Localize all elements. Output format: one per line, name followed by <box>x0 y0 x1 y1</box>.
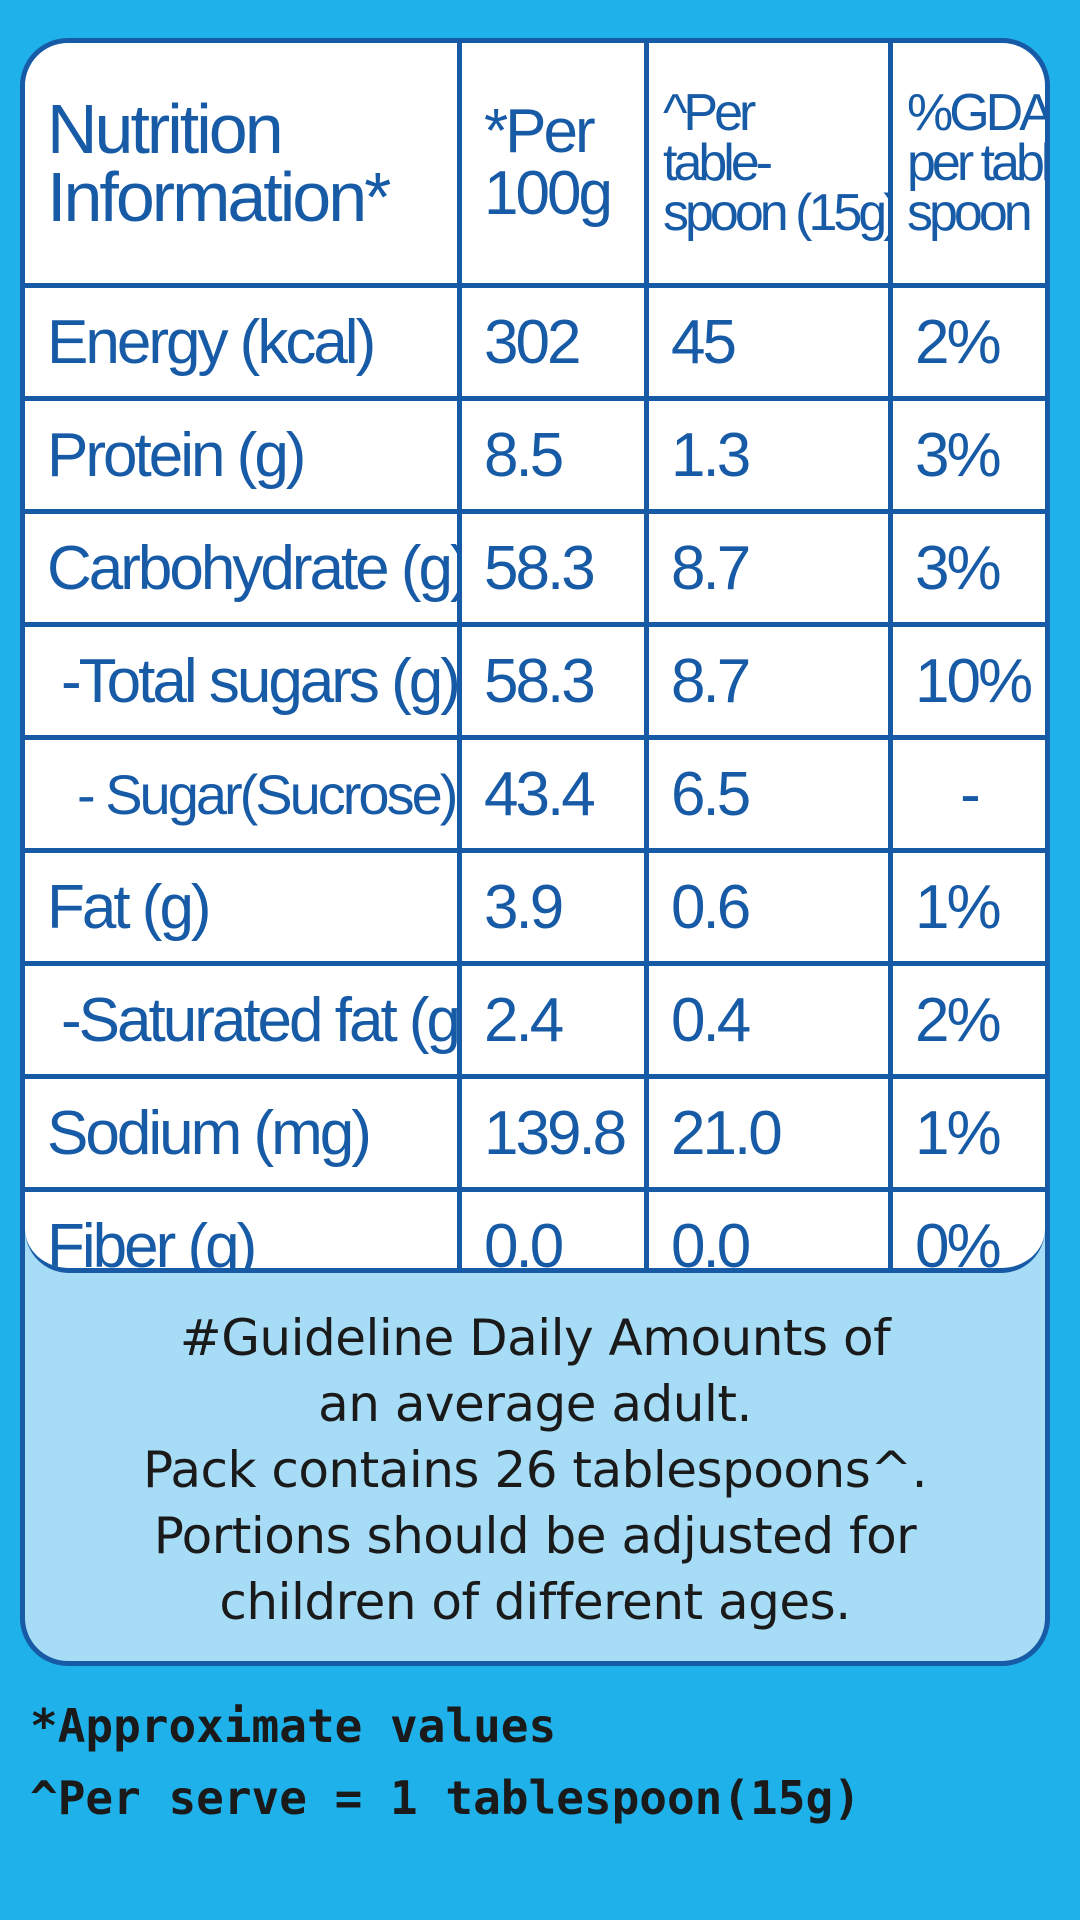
nutrient-label: -Total sugars (g) <box>25 622 462 740</box>
header-line: %GDA# <box>907 87 1045 139</box>
nutrient-label: Fiber (g) <box>25 1187 462 1268</box>
nutrient-label: -Saturated fat (g) <box>25 961 462 1079</box>
header-line: spoon <box>907 184 1033 242</box>
nutrient-label: Sodium (mg) <box>25 1074 462 1192</box>
table-row: -Total sugars (g) 58.3 8.7 10% <box>25 622 1045 740</box>
header-line: per table- <box>907 134 1045 192</box>
footnote-approximate: *Approximate values <box>30 1699 557 1753</box>
header-gda: %GDA# per table- spoon <box>888 43 1045 288</box>
value-gda: 2% <box>888 283 1045 401</box>
value-per-100g: 58.3 <box>457 509 649 627</box>
value-per-100g: 3.9 <box>457 848 649 966</box>
value-per-tablespoon: 0.6 <box>644 848 893 966</box>
header-per-tablespoon: ^Per table- spoon (15g) <box>644 43 893 288</box>
header-line: Information* <box>47 158 391 236</box>
value-gda: - <box>888 735 1045 853</box>
nutrition-table: Nutrition Information* *Per 100g ^Per ta… <box>25 43 1045 1268</box>
nutrient-label: Fat (g) <box>25 848 462 966</box>
table-row: Fiber (g) 0.0 0.0 0% <box>25 1187 1045 1268</box>
table-row: - Sugar(Sucrose)(g) 43.4 6.5 - <box>25 735 1045 853</box>
note-line: an average adult. <box>318 1375 752 1433</box>
header-line: spoon (15g) <box>663 184 891 242</box>
header-line: ^Per <box>663 84 756 142</box>
value-gda: 2% <box>888 961 1045 1079</box>
value-gda: 3% <box>888 396 1045 514</box>
header-nutrition-information: Nutrition Information* <box>25 43 462 288</box>
value-per-tablespoon: 8.7 <box>644 622 893 740</box>
header-line: *Per <box>484 97 596 166</box>
value-per-100g: 8.5 <box>457 396 649 514</box>
gda-label: %GDA <box>907 84 1045 142</box>
value-gda: 1% <box>888 848 1045 966</box>
table-row: -Saturated fat (g) 2.4 0.4 2% <box>25 961 1045 1079</box>
value-per-tablespoon: 0.0 <box>644 1187 893 1268</box>
nutrient-label: Protein (g) <box>25 396 462 514</box>
value-gda: 3% <box>888 509 1045 627</box>
value-per-tablespoon: 21.0 <box>644 1074 893 1192</box>
value-per-100g: 139.8 <box>457 1074 649 1192</box>
value-per-tablespoon: 45 <box>644 283 893 401</box>
value-per-tablespoon: 6.5 <box>644 735 893 853</box>
value-gda: 0% <box>888 1187 1045 1268</box>
header-line: Nutrition <box>47 90 284 168</box>
gda-note: #Guideline Daily Amounts of an average a… <box>25 1305 1045 1635</box>
footnote-serve: ^Per serve = 1 tablespoon(15g) <box>30 1771 861 1825</box>
note-line: children of different ages. <box>219 1573 851 1631</box>
note-line: Pack contains 26 tablespoons^. <box>142 1441 928 1499</box>
header-line: 100g <box>484 159 613 228</box>
value-per-tablespoon: 8.7 <box>644 509 893 627</box>
footnotes: *Approximate values ^Per serve = 1 table… <box>30 1690 861 1834</box>
value-per-100g: 43.4 <box>457 735 649 853</box>
value-per-tablespoon: 1.3 <box>644 396 893 514</box>
table-row: Fat (g) 3.9 0.6 1% <box>25 848 1045 966</box>
value-per-100g: 0.0 <box>457 1187 649 1268</box>
value-per-100g: 2.4 <box>457 961 649 1079</box>
value-gda: 10% <box>888 622 1045 740</box>
nutrient-label: Carbohydrate (g) <box>25 509 462 627</box>
value-gda: 1% <box>888 1074 1045 1192</box>
table-row: Sodium (mg) 139.8 21.0 1% <box>25 1074 1045 1192</box>
value-per-100g: 58.3 <box>457 622 649 740</box>
table-row: Protein (g) 8.5 1.3 3% <box>25 396 1045 514</box>
nutrition-label-card: Nutrition Information* *Per 100g ^Per ta… <box>20 38 1050 1666</box>
value-per-100g: 302 <box>457 283 649 401</box>
nutrient-label: - Sugar(Sucrose)(g) <box>25 735 462 853</box>
nutrition-table-area: Nutrition Information* *Per 100g ^Per ta… <box>25 43 1045 1273</box>
nutrient-label: Energy (kcal) <box>25 283 462 401</box>
table-row: Carbohydrate (g) 58.3 8.7 3% <box>25 509 1045 627</box>
note-line: Portions should be adjusted for <box>153 1507 917 1565</box>
note-line: #Guideline Daily Amounts of <box>179 1309 891 1367</box>
table-row: Energy (kcal) 302 45 2% <box>25 283 1045 401</box>
header-line: table- <box>663 134 773 192</box>
table-header-row: Nutrition Information* *Per 100g ^Per ta… <box>25 43 1045 288</box>
value-per-tablespoon: 0.4 <box>644 961 893 1079</box>
header-per-100g: *Per 100g <box>457 43 649 288</box>
